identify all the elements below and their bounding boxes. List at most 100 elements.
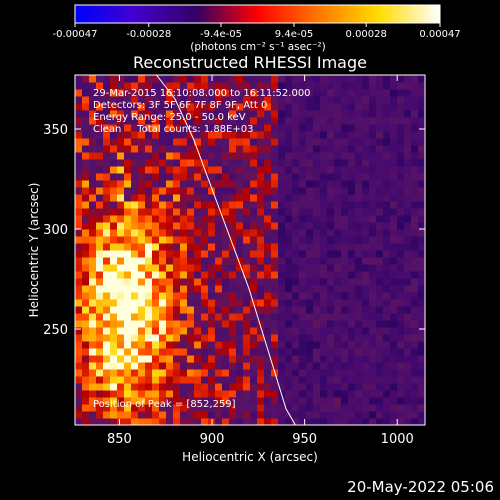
heatmap-cell	[222, 138, 230, 146]
heatmap-cell	[250, 327, 258, 335]
heatmap-cell	[180, 110, 188, 118]
heatmap-cell	[320, 110, 328, 118]
heatmap-cell	[117, 166, 125, 174]
heatmap-cell	[229, 334, 237, 342]
heatmap-cell	[383, 159, 391, 167]
heatmap-cell	[110, 355, 118, 363]
heatmap-cell	[411, 124, 419, 132]
heatmap-cell	[390, 257, 398, 265]
heatmap-cell	[278, 264, 286, 272]
heatmap-cell	[376, 103, 384, 111]
heatmap-cell	[299, 159, 307, 167]
heatmap-cell	[131, 264, 139, 272]
heatmap-cell	[404, 285, 412, 293]
heatmap-cell	[117, 180, 125, 188]
heatmap-cell	[96, 103, 104, 111]
heatmap-cell	[418, 117, 425, 125]
heatmap-cell	[236, 131, 244, 139]
heatmap-cell	[159, 166, 167, 174]
heatmap-cell	[397, 103, 405, 111]
heatmap-cell	[348, 292, 356, 300]
heatmap-cell	[103, 89, 111, 97]
heatmap-cell	[327, 166, 335, 174]
colorbar-tick-label: 0.00047	[419, 29, 460, 40]
heatmap-cell	[166, 278, 174, 286]
heatmap-cell	[362, 110, 370, 118]
heatmap-cell	[236, 187, 244, 195]
heatmap-cell	[110, 145, 118, 153]
heatmap-cell	[166, 390, 174, 398]
heatmap-cell	[411, 138, 419, 146]
heatmap-cell	[397, 82, 405, 90]
heatmap-cell	[208, 131, 216, 139]
heatmap-cell	[75, 194, 83, 202]
heatmap-cell	[75, 96, 83, 104]
heatmap-cell	[103, 187, 111, 195]
heatmap-cell	[313, 383, 321, 391]
heatmap-cell	[208, 383, 216, 391]
heatmap-cell	[180, 348, 188, 356]
heatmap-cell	[75, 327, 83, 335]
heatmap-cell	[131, 124, 139, 132]
heatmap-cell	[180, 131, 188, 139]
heatmap-cell	[138, 110, 146, 118]
heatmap-cell	[117, 89, 125, 97]
heatmap-cell	[313, 404, 321, 412]
heatmap-cell	[306, 82, 314, 90]
heatmap-cell	[187, 131, 195, 139]
heatmap-cell	[362, 341, 370, 349]
heatmap-cell	[376, 159, 384, 167]
heatmap-cell	[159, 201, 167, 209]
heatmap-cell	[166, 362, 174, 370]
heatmap-cell	[75, 173, 83, 181]
heatmap-cell	[117, 229, 125, 237]
heatmap-cell	[187, 313, 195, 321]
heatmap-cell	[348, 124, 356, 132]
heatmap-cell	[355, 278, 363, 286]
heatmap-cell	[82, 348, 90, 356]
heatmap-cell	[222, 187, 230, 195]
heatmap-cell	[404, 208, 412, 216]
heatmap-cell	[201, 131, 209, 139]
heatmap-cell	[411, 334, 419, 342]
heatmap-cell	[404, 201, 412, 209]
heatmap-cell	[229, 327, 237, 335]
heatmap-cell	[229, 257, 237, 265]
heatmap-cell	[390, 299, 398, 307]
heatmap-cell	[138, 327, 146, 335]
heatmap-cell	[110, 397, 118, 405]
heatmap-cell	[341, 390, 349, 398]
heatmap-cell	[215, 271, 223, 279]
heatmap-cell	[397, 201, 405, 209]
heatmap-cell	[166, 348, 174, 356]
heatmap-cell	[313, 341, 321, 349]
heatmap-cell	[180, 187, 188, 195]
heatmap-cell	[390, 187, 398, 195]
heatmap-cell	[243, 390, 251, 398]
heatmap-cell	[320, 215, 328, 223]
heatmap-cell	[236, 103, 244, 111]
heatmap-cell	[75, 257, 83, 265]
heatmap-cell	[278, 222, 286, 230]
heatmap-cell	[201, 257, 209, 265]
heatmap-cell	[159, 306, 167, 314]
heatmap-cell	[383, 75, 391, 83]
heatmap-cell	[362, 376, 370, 384]
heatmap-cell	[383, 236, 391, 244]
heatmap-cell	[131, 187, 139, 195]
heatmap-cell	[131, 89, 139, 97]
heatmap-cell	[152, 369, 160, 377]
heatmap-cell	[75, 334, 83, 342]
heatmap-cell	[418, 334, 425, 342]
heatmap-cell	[327, 159, 335, 167]
heatmap-cell	[383, 299, 391, 307]
heatmap-cell	[271, 187, 279, 195]
heatmap-cell	[299, 194, 307, 202]
heatmap-cell	[425, 159, 433, 167]
heatmap-cell	[292, 215, 300, 223]
heatmap-cell	[222, 418, 230, 425]
heatmap-cell	[390, 208, 398, 216]
heatmap-cell	[103, 131, 111, 139]
heatmap-cell	[229, 376, 237, 384]
heatmap-cell	[131, 208, 139, 216]
